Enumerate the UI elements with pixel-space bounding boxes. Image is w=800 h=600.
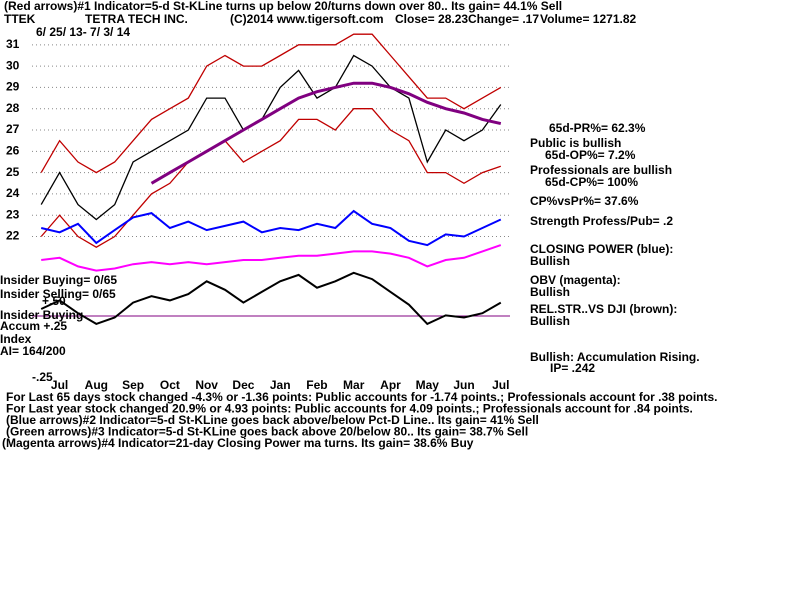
header-text: TTEK [4,12,36,26]
right-note: Bullish [530,285,570,299]
left-label: AI= 164/200 [0,344,66,358]
right-note: Bullish: Accumulation Rising. [530,350,700,364]
x-tick-label: Mar [343,378,365,392]
header-text: (C)2014 www.tigersoft.com [230,12,384,26]
right-note: 65d-PR%= 62.3% [549,121,646,135]
x-tick-label: Jul [51,378,68,392]
x-tick-label: Oct [160,378,180,392]
y-tick-label: 24 [6,186,20,200]
y-tick-label: 29 [6,80,20,94]
header-text: TETRA TECH INC. [85,12,188,26]
x-tick-label: Jun [453,378,474,392]
footer-note: For Last year stock changed 20.9% or 4.9… [6,402,693,416]
y-tick-label: 23 [6,207,20,221]
x-tick-label: Jan [270,378,291,392]
date-range: 6/ 25/ 13- 7/ 3/ 14 [36,25,130,39]
left-label: Insider Selling= 0/65 [0,287,116,301]
right-note: Professionals are bullish [530,163,672,177]
left-label: Index [0,332,32,346]
series-line [40,33,502,174]
y-tick-label: 25 [6,165,20,179]
left-label: Insider Buying= 0/65 [0,273,117,287]
left-label: Insider Buying [0,308,83,322]
right-note: IP= .242 [550,361,595,375]
y-tick-label: 28 [6,101,20,115]
x-tick-label: Sep [122,378,144,392]
right-note: CLOSING POWER (blue): [530,242,673,256]
series-line [41,244,502,272]
right-note: Public is bullish [530,136,621,150]
right-note: Bullish [530,254,570,268]
footer-note: For Last 65 days stock changed -4.3% or … [6,390,718,404]
left-label: Accum +.25 [0,319,67,333]
series-line [40,54,502,221]
y-tick-label: 31 [6,37,20,51]
y-tick-label: 30 [6,58,20,72]
header-text: Volume= 1271.82 [540,12,636,26]
right-note: OBV (magenta): [530,273,621,287]
left-label: +.50 [42,294,66,308]
right-note: Strength Profess/Pub= .2 [530,214,673,228]
right-note: Bullish [530,314,570,328]
footer-note: (Blue arrows)#2 Indicator=5-d St-KLine g… [6,413,539,427]
series-line [150,81,502,185]
x-tick-label: Jul [492,378,509,392]
x-tick-label: Feb [306,378,327,392]
x-tick-label: May [416,378,440,392]
header-text: (Red arrows)#1 Indicator=5-d St-KLine tu… [4,0,562,13]
series-line [40,209,502,247]
x-tick-label: Nov [195,378,218,392]
right-note: REL.STR..VS DJI (brown): [530,302,677,316]
right-note: 65d-OP%= 7.2% [545,148,636,162]
y-tick-label: 27 [6,122,20,136]
left-label: -.25 [32,370,53,384]
x-tick-label: Aug [85,378,108,392]
x-tick-label: Apr [380,378,401,392]
y-tick-label: 26 [6,144,20,158]
header-text: Close= 28.23 [395,12,468,26]
header-text: Change= .17 [468,12,539,26]
footer-note: (Green arrows)#3 Indicator=5-d St-KLine … [6,425,528,439]
right-note: CP%vsPr%= 37.6% [530,194,639,208]
x-tick-label: Dec [232,378,254,392]
series-line [40,108,502,248]
y-tick-label: 22 [6,229,20,243]
right-note: 65d-CP%= 100% [545,175,638,189]
footer-note: (Magenta arrows)#4 Indicator=21-day Clos… [2,436,474,450]
series-line [40,271,502,326]
